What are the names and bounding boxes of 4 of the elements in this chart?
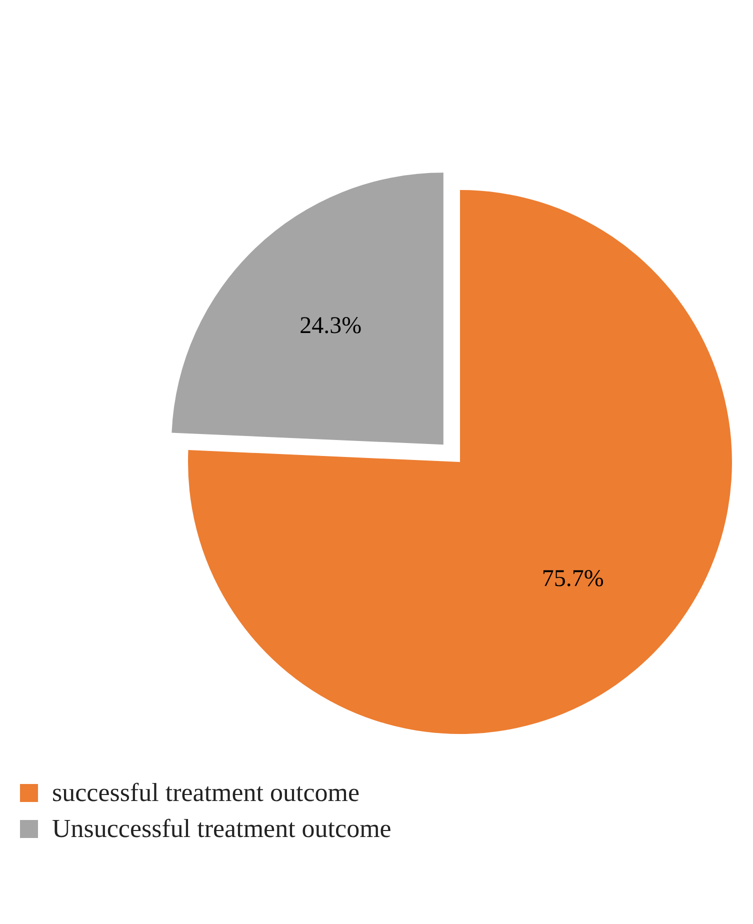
legend-label: successful treatment outcome xyxy=(52,778,360,808)
data-label: 75.7% xyxy=(542,566,604,592)
legend-label: Unsuccessful treatment outcome xyxy=(52,814,392,844)
data-label: 24.3% xyxy=(300,313,362,340)
